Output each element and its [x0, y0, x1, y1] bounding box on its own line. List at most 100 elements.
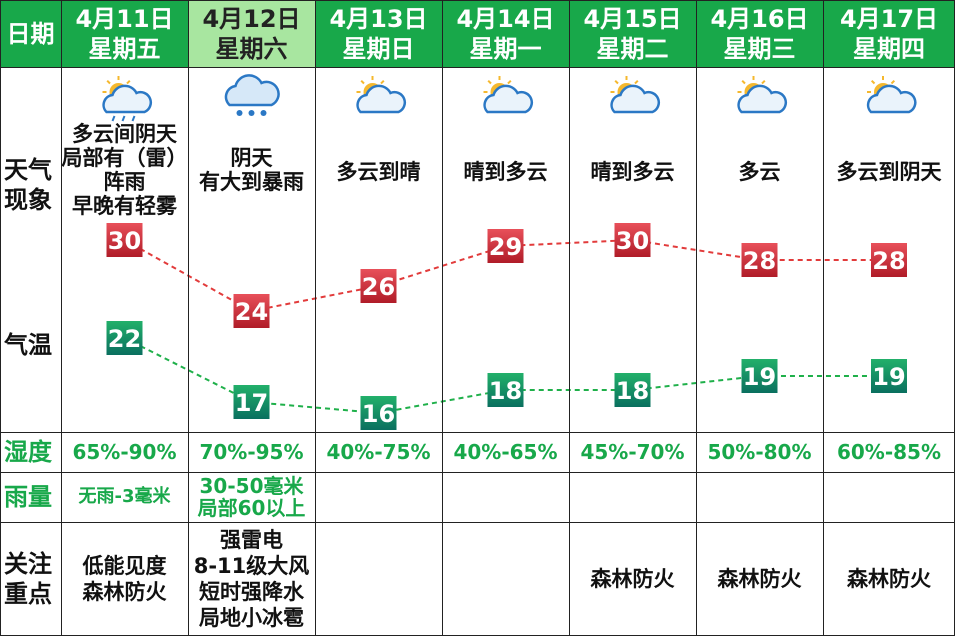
focus-value: 8-11级大风: [193, 554, 310, 578]
temp-value: 18: [489, 377, 522, 405]
day-date: 4月14日: [456, 4, 555, 33]
weather-line: 有大到暴雨: [199, 170, 304, 194]
column-divider: [569, 0, 570, 636]
focus-cell-1: 低能见度 森林防火: [61, 522, 188, 636]
focus-value: 森林防火: [847, 567, 931, 591]
temp-point-high: 30: [614, 223, 651, 257]
partly-cloudy-icon: [610, 76, 661, 114]
rain-cell-3: [315, 472, 442, 522]
humidity-row-label: 湿度: [0, 432, 61, 472]
temp-value: 26: [362, 273, 395, 301]
humidity-value: 50%-80%: [707, 440, 812, 464]
temp-point-high: 30: [106, 223, 143, 257]
temp-point-low: 19: [741, 359, 778, 393]
column-divider: [442, 0, 443, 636]
focus-row-label: 关注 重点: [0, 522, 61, 636]
weather-line: 晴到多云: [590, 160, 675, 184]
humidity-cell-6: 50%-80%: [696, 432, 823, 472]
temp-point-high: 24: [233, 294, 270, 328]
header-day-3: 4月13日 星期日: [315, 0, 442, 67]
temp-value: 19: [872, 363, 905, 391]
temp-point-high: 28: [741, 243, 778, 277]
temp-value: 19: [743, 363, 776, 391]
humidity-value: 40%-65%: [453, 440, 558, 464]
focus-value: 短时强降水: [199, 580, 304, 604]
temp-value: 22: [108, 325, 141, 353]
temp-point-low: 18: [487, 373, 524, 407]
weather-text-4: 晴到多云: [442, 160, 569, 188]
focus-value: 森林防火: [82, 580, 167, 604]
partly-cloudy-icon: [737, 76, 788, 114]
column-divider: [823, 0, 824, 636]
humidity-cell-1: 65%-90%: [61, 432, 188, 472]
focus-value: 局地小冰雹: [199, 606, 304, 630]
weather-line: 多云到阴天: [836, 160, 942, 184]
weather-label-2: 现象: [4, 186, 52, 214]
weather-line: 局部有（雷）: [61, 146, 188, 170]
rain-value: 无雨-3毫米: [78, 486, 171, 507]
focus-cell-6: 森林防火: [696, 522, 823, 636]
focus-cell-4: [442, 522, 569, 636]
focus-label-2: 重点: [4, 580, 52, 608]
temp-value: 24: [235, 298, 268, 326]
temp-value: 30: [616, 227, 649, 255]
rain-cell-6: [696, 472, 823, 522]
focus-value: 强雷电: [220, 528, 283, 552]
temp-point-low: 16: [360, 396, 397, 430]
focus-value: 低能见度: [82, 554, 167, 578]
weather-line: 多云间阴天: [72, 122, 177, 146]
weather-text-6: 多云: [696, 160, 823, 188]
temp-value: 28: [872, 247, 905, 275]
focus-cell-7: 森林防火: [823, 522, 955, 636]
header-day-1: 4月11日 星期五: [61, 0, 188, 67]
rain-row-label: 雨量: [0, 472, 61, 522]
humidity-value: 45%-70%: [580, 440, 685, 464]
day-date: 4月11日: [75, 4, 174, 33]
temp-point-low: 22: [106, 321, 143, 355]
weather-text-2: 阴天 有大到暴雨: [188, 146, 315, 198]
weather-text-1: 多云间阴天 局部有（雷） 阵雨 早晚有轻雾: [61, 122, 188, 222]
column-divider: [315, 0, 316, 636]
header-day-7: 4月17日 星期四: [823, 0, 955, 67]
weather-text-7: 多云到阴天: [823, 160, 955, 188]
column-divider: [61, 0, 62, 636]
day-weekday: 星期三: [723, 34, 796, 63]
partly-cloudy-icon: [356, 76, 407, 114]
temp-point-low: 19: [871, 359, 907, 393]
header-day-4: 4月14日 星期一: [442, 0, 569, 67]
rain-cell-5: [569, 472, 696, 522]
column-divider: [0, 0, 1, 636]
day-weekday: 星期四: [853, 34, 925, 63]
humidity-label: 湿度: [4, 438, 52, 466]
weather-text-5: 晴到多云: [569, 160, 696, 188]
humidity-cell-4: 40%-65%: [442, 432, 569, 472]
humidity-value: 70%-95%: [199, 440, 304, 464]
day-date: 4月15日: [583, 4, 682, 33]
rain-cloud-icon: [224, 74, 280, 116]
weather-label-1: 天气: [4, 156, 52, 184]
temp-value: 30: [108, 227, 141, 255]
focus-value: 森林防火: [590, 567, 675, 591]
weather-text-3: 多云到晴: [315, 160, 442, 188]
temp-value: 18: [616, 377, 649, 405]
temp-point-low: 17: [233, 385, 270, 419]
rain-label: 雨量: [4, 483, 52, 511]
temp-value: 29: [489, 233, 522, 261]
humidity-value: 65%-90%: [72, 440, 177, 464]
rain-cell-4: [442, 472, 569, 522]
header-day-5: 4月15日 星期二: [569, 0, 696, 67]
day-date: 4月16日: [710, 4, 809, 33]
focus-cell-5: 森林防火: [569, 522, 696, 636]
humidity-cell-2: 70%-95%: [188, 432, 315, 472]
temp-point-high: 29: [487, 229, 524, 263]
temp-point-high: 28: [871, 243, 907, 277]
humidity-value: 40%-75%: [326, 440, 431, 464]
temp-label: 气温: [4, 331, 52, 359]
partly-cloudy-icon: [483, 76, 534, 114]
temp-point-high: 26: [360, 269, 397, 303]
rain-cell-2: 30-50毫米 局部60以上: [188, 472, 315, 522]
rain-cell-7: [823, 472, 955, 522]
weather-line: 多云到晴: [336, 160, 421, 184]
